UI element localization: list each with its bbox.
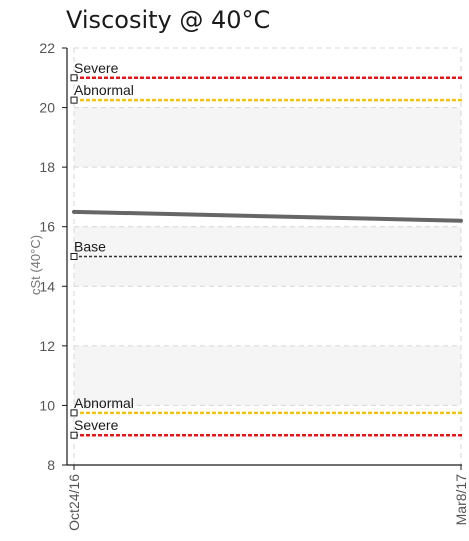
x-tick-label: Oct24/16 — [66, 474, 82, 531]
grid-band — [74, 345, 461, 406]
y-tick-label: 20 — [39, 100, 55, 116]
y-tick-label: 12 — [39, 338, 55, 354]
reference-marker — [70, 96, 78, 104]
reference-label: Severe — [74, 60, 119, 76]
grid-band — [74, 107, 461, 168]
reference-label: Base — [74, 239, 106, 255]
reference-label: Abnormal — [74, 395, 134, 411]
y-tick-label: 14 — [39, 278, 55, 294]
reference-marker — [70, 74, 78, 82]
y-tick-label: 16 — [39, 219, 55, 235]
x-tick-label: Mar8/17 — [453, 474, 469, 526]
y-tick-label: 10 — [39, 397, 55, 413]
reference-lines: Severe Abnormal Base Abnormal Severe — [70, 60, 464, 439]
chart-bands — [74, 107, 461, 406]
reference-marker — [70, 409, 78, 417]
chart-title: Viscosity @ 40°C — [66, 6, 271, 34]
y-tick-label: 18 — [39, 159, 55, 175]
series-layer — [72, 209, 463, 223]
reference-label: Abnormal — [74, 82, 134, 98]
y-axis-label: cSt (40°C) — [28, 235, 43, 295]
grid-band — [74, 226, 461, 287]
reference-label: Severe — [74, 417, 119, 433]
y-tick-label: 22 — [39, 40, 55, 56]
tick-labels: 8 10 12 14 16 18 20 22 Oct24/16 Mar8/17 — [39, 40, 469, 531]
reference-marker — [70, 431, 78, 439]
y-tick-label: 8 — [47, 457, 55, 473]
chart-axes — [62, 47, 462, 470]
reference-marker — [70, 253, 78, 260]
series-line — [72, 209, 463, 223]
